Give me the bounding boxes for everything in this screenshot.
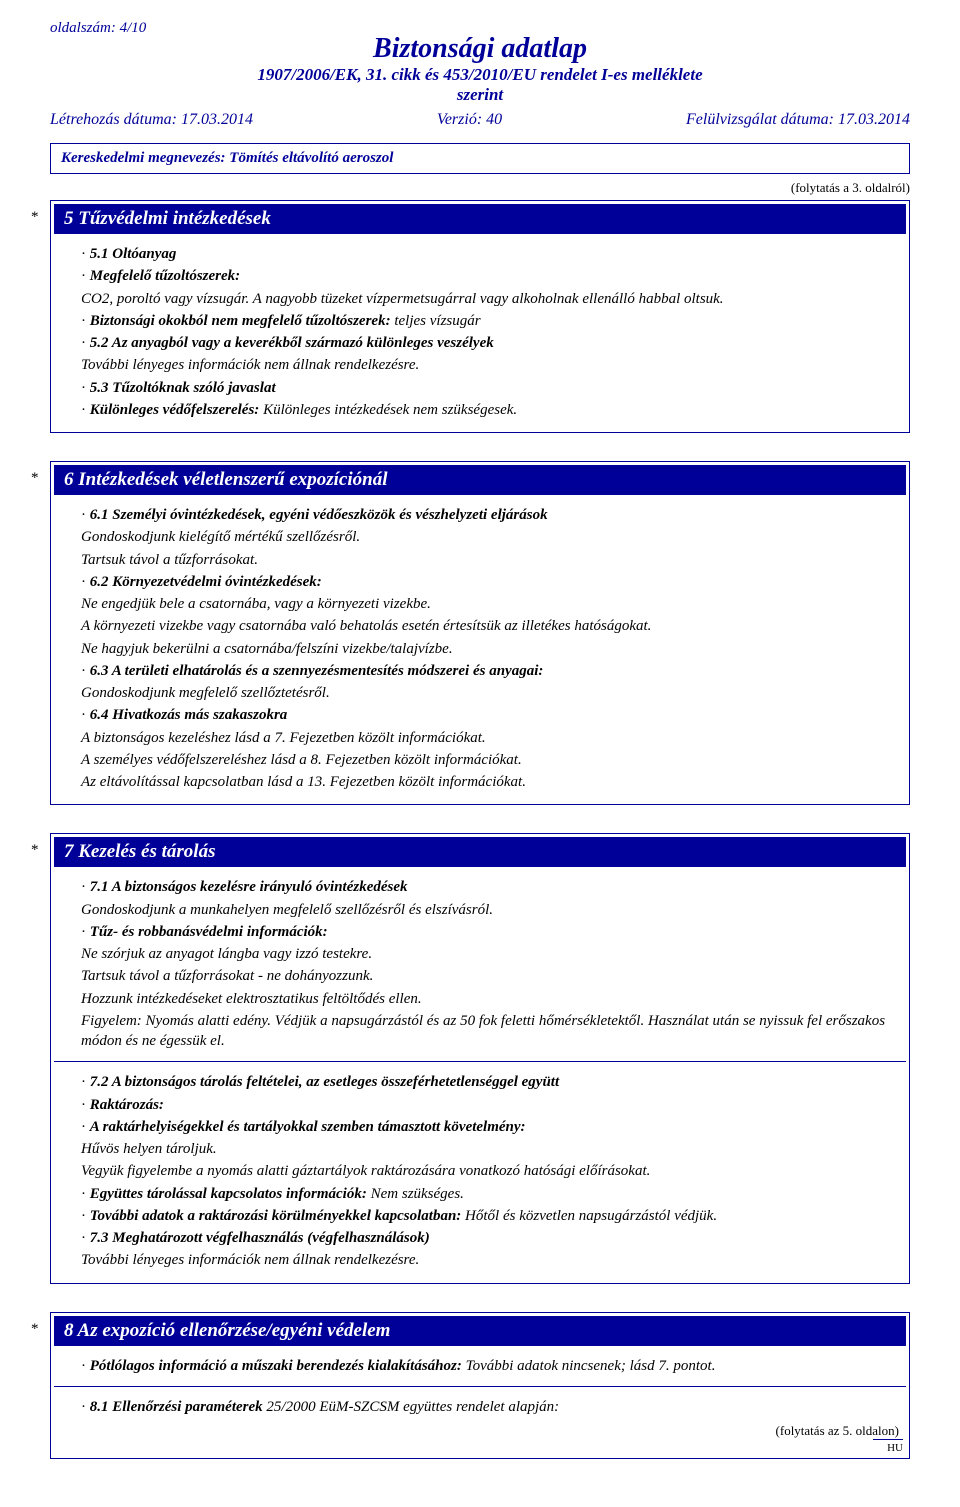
s51-sub2-val: teljes vízsugár xyxy=(391,313,481,329)
s51-heading: 5.1 Oltóanyag xyxy=(90,246,177,262)
s53-heading: 5.3 Tűzoltóknak szóló javaslat xyxy=(90,380,276,396)
section-8-marker: * xyxy=(31,1321,39,1338)
created-date: Létrehozás dátuma: 17.03.2014 xyxy=(50,111,253,129)
section-5-body: 5.1 Oltóanyag Megfelelő tűzoltószerek: C… xyxy=(51,244,909,420)
s8-label1: Pótlólagos információ a műszaki berendez… xyxy=(90,1358,462,1374)
continued-to: (folytatás az 5. oldalon) xyxy=(51,1419,909,1439)
s72-body2: Vegyük figyelembe a nyomás alatti gáztar… xyxy=(81,1161,891,1181)
trade-name-label: Kereskedelmi megnevezés: Tömítés eltávol… xyxy=(61,150,393,166)
section-8-title: 8 Az expozíció ellenőrzése/egyéni védele… xyxy=(54,1316,906,1346)
s62-body1: Ne engedjük bele a csatornába, vagy a kö… xyxy=(81,594,891,614)
s71-body5: Figyelem: Nyomás alatti edény. Védjük a … xyxy=(81,1011,891,1052)
continued-from: (folytatás a 3. oldalról) xyxy=(50,180,910,196)
s64-body3: Az eltávolítással kapcsolatban lásd a 13… xyxy=(81,772,891,792)
s62-body3: Ne hagyjuk bekerülni a csatornába/felszí… xyxy=(81,639,891,659)
trade-name-box: Kereskedelmi megnevezés: Tömítés eltávol… xyxy=(50,143,910,174)
s53-val: Különleges intézkedések nem szükségesek. xyxy=(259,402,517,418)
s72-body1: Hűvös helyen tároljuk. xyxy=(81,1139,891,1159)
section-5: * 5 Tűzvédelmi intézkedések 5.1 Oltóanya… xyxy=(50,200,910,433)
country-code: HU xyxy=(873,1439,903,1454)
s81-heading: 8.1 Ellenőrzési paraméterek xyxy=(90,1399,263,1415)
section-8: * 8 Az expozíció ellenőrzése/egyéni véde… xyxy=(50,1312,910,1460)
section-6-body: 6.1 Személyi óvintézkedések, egyéni védő… xyxy=(51,505,909,792)
document-subtitle-1: 1907/2006/EK, 31. cikk és 453/2010/EU re… xyxy=(50,65,910,85)
s61-body1: Gondoskodjunk kielégítő mértékű szellőzé… xyxy=(81,527,891,547)
section-6-marker: * xyxy=(31,470,39,487)
s71-heading: 7.1 A biztonságos kezelésre irányuló óvi… xyxy=(90,879,408,895)
page-header: oldalszám: 4/10 Biztonsági adatlap 1907/… xyxy=(50,20,910,129)
s72-heading: 7.2 A biztonságos tárolás feltételei, az… xyxy=(90,1074,559,1090)
s64-body2: A személyes védőfelszereléshez lásd a 8.… xyxy=(81,750,891,770)
s63-heading: 6.3 A területi elhatárolás és a szennyez… xyxy=(90,663,544,679)
section-5-title: 5 Tűzvédelmi intézkedések xyxy=(54,204,906,234)
version-label: Verzió: 40 xyxy=(437,111,502,129)
s71-body2: Ne szórjuk az anyagot lángba vagy izzó t… xyxy=(81,944,891,964)
s51-sub2-label: Biztonsági okokból nem megfelelő tűzoltó… xyxy=(90,313,391,329)
s81-val: 25/2000 EüM-SZCSM együttes rendelet alap… xyxy=(263,1399,559,1415)
s61-body2: Tartsuk távol a tűzforrásokat. xyxy=(81,550,891,570)
document-title: Biztonsági adatlap xyxy=(50,33,910,65)
s72-val3: Nem szükséges. xyxy=(367,1186,464,1202)
section-7-marker: * xyxy=(31,842,39,859)
s8-val1: További adatok nincsenek; lásd 7. pontot… xyxy=(462,1358,716,1374)
s72-label2: A raktárhelyiségekkel és tartályokkal sz… xyxy=(90,1119,526,1135)
s71-body3: Tartsuk távol a tűzforrásokat - ne dohán… xyxy=(81,966,891,986)
s72-label3: Együttes tárolással kapcsolatos informác… xyxy=(90,1186,367,1202)
s71-body4: Hozzunk intézkedéseket elektrosztatikus … xyxy=(81,989,891,1009)
section-8-body: Pótlólagos információ a műszaki berendez… xyxy=(51,1356,909,1418)
section-5-marker: * xyxy=(31,209,39,226)
s72-val4: Hőtől és közvetlen napsugárzástól védjük… xyxy=(461,1208,717,1224)
section-8-separator xyxy=(54,1386,906,1387)
s64-heading: 6.4 Hivatkozás más szakaszokra xyxy=(90,707,288,723)
s72-label4: További adatok a raktározási körülmények… xyxy=(90,1208,462,1224)
s52-heading: 5.2 Az anyagból vagy a keverékből szárma… xyxy=(90,335,494,351)
s64-body1: A biztonságos kezeléshez lásd a 7. Fejez… xyxy=(81,728,891,748)
s62-heading: 6.2 Környezetvédelmi óvintézkedések: xyxy=(90,574,322,590)
s61-heading: 6.1 Személyi óvintézkedések, egyéni védő… xyxy=(90,507,548,523)
document-subtitle-2: szerint xyxy=(50,85,910,105)
section-7-separator xyxy=(54,1061,906,1062)
s72-label1: Raktározás: xyxy=(90,1097,164,1113)
section-7: * 7 Kezelés és tárolás 7.1 A biztonságos… xyxy=(50,833,910,1283)
s52-body: További lényeges információk nem állnak … xyxy=(81,355,891,375)
revised-date: Felülvizsgálat dátuma: 17.03.2014 xyxy=(686,111,910,129)
s51-label: Megfelelő tűzoltószerek: xyxy=(90,268,240,284)
s71-sub-label: Tűz- és robbanásvédelmi információk: xyxy=(90,924,328,940)
section-6-title: 6 Intézkedések véletlenszerű expozícióná… xyxy=(54,465,906,495)
s53-label: Különleges védőfelszerelés: xyxy=(90,402,260,418)
s63-body: Gondoskodjunk megfelelő szellőztetésről. xyxy=(81,683,891,703)
s71-body1: Gondoskodjunk a munkahelyen megfelelő sz… xyxy=(81,900,891,920)
meta-row: Létrehozás dátuma: 17.03.2014 Verzió: 40… xyxy=(50,111,910,129)
s51-body1: CO2, poroltó vagy vízsugár. A nagyobb tü… xyxy=(81,289,891,309)
section-6: * 6 Intézkedések véletlenszerű expozíció… xyxy=(50,461,910,805)
s62-body2: A környezeti vizekbe vagy csatornába val… xyxy=(81,616,891,636)
section-7-body: 7.1 A biztonságos kezelésre irányuló óvi… xyxy=(51,877,909,1270)
section-7-title: 7 Kezelés és tárolás xyxy=(54,837,906,867)
s73-heading: 7.3 Meghatározott végfelhasználás (végfe… xyxy=(90,1230,430,1246)
s73-body: További lényeges információk nem állnak … xyxy=(81,1250,891,1270)
